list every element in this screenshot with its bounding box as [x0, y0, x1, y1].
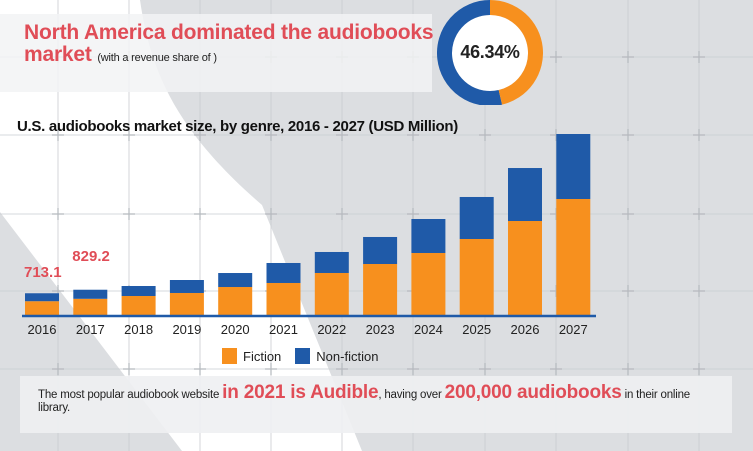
grid-cross-mark	[52, 208, 64, 220]
bar-fiction-2016	[25, 301, 59, 315]
bar-nonfiction-2024	[411, 218, 446, 253]
donut-segment-rest	[437, 0, 503, 105]
bar-nonfiction-2020	[218, 273, 253, 288]
x-tick-label: 2024	[414, 322, 443, 337]
grid-cross-mark	[622, 285, 634, 297]
bar-nonfiction-2016	[25, 293, 59, 302]
legend-item-fiction: Fiction	[222, 348, 281, 364]
footnote-text-2: , having over	[378, 389, 445, 401]
bar-nonfiction-2019	[169, 280, 204, 293]
footnote-highlight-audible: in 2021 is Audible	[222, 382, 379, 403]
bar-fiction-2023	[363, 263, 398, 315]
bar-fiction-2024	[411, 252, 446, 315]
grid-cross-mark	[123, 363, 135, 375]
x-tick-label: 2018	[124, 322, 153, 337]
grid-cross-mark	[52, 129, 64, 141]
headline-sub: (with a revenue share of )	[97, 52, 217, 64]
footnote-panel	[20, 376, 732, 433]
grid-cross-mark	[693, 129, 705, 141]
grid-cross-mark	[194, 129, 206, 141]
grid-cross-mark	[336, 208, 348, 220]
bar-fiction-2022	[314, 272, 349, 315]
bar-nonfiction-2018	[121, 286, 156, 297]
x-tick-label: 2021	[269, 322, 298, 337]
chart-title: U.S. audiobooks market size, by genre, 2…	[17, 118, 458, 135]
bar-fiction-2019	[169, 292, 204, 315]
grid-cross-mark	[407, 363, 419, 375]
bar-nonfiction-2017	[73, 289, 108, 299]
headline-line2: market	[24, 43, 92, 66]
chart-legend: Fiction Non-fiction	[222, 348, 392, 364]
grid-cross-mark	[265, 129, 277, 141]
grid-cross-mark	[550, 363, 562, 375]
bar-nonfiction-2025	[459, 196, 494, 239]
donut-segment-share	[489, 0, 543, 105]
x-tick-label: 2017	[76, 322, 105, 337]
grid-cross-mark	[622, 129, 634, 141]
grid-cross-mark	[622, 51, 634, 63]
grid-cross-mark	[407, 129, 419, 141]
revenue-share-donut	[437, 0, 543, 105]
annotation-2017: 829.2	[72, 248, 110, 265]
bar-nonfiction-2021	[266, 262, 301, 283]
grid-cross-mark	[194, 363, 206, 375]
x-tick-label: 2023	[366, 322, 395, 337]
footnote-text-1: The most popular audiobook website	[38, 389, 223, 401]
grid-cross-mark	[622, 363, 634, 375]
grid-cross-mark	[479, 129, 491, 141]
bar-fiction-2018	[121, 296, 156, 315]
footnote-text-3: in their online library.	[38, 389, 690, 414]
bar-fiction-2026	[508, 221, 542, 315]
bar-nonfiction-2027	[556, 134, 591, 199]
donut-inner	[452, 15, 528, 91]
x-tick-label: 2025	[462, 322, 491, 337]
grid-cross-mark	[52, 363, 64, 375]
legend-swatch-nonfiction	[295, 348, 311, 364]
bar-fiction-2021	[266, 282, 301, 315]
footnote-highlight-count: 200,000 audiobooks	[444, 382, 622, 403]
bar-fiction-2017	[73, 298, 108, 315]
annotation-2016: 713.1	[24, 264, 62, 281]
grid-cross-mark	[693, 285, 705, 297]
x-tick-label: 2016	[28, 322, 57, 337]
bar-nonfiction-2022	[314, 251, 349, 273]
white-swoosh-top	[0, 0, 362, 451]
bar-nonfiction-2023	[363, 236, 398, 264]
grid-cross-mark	[693, 363, 705, 375]
x-tick-label: 2026	[511, 322, 540, 337]
grid-cross-mark	[622, 208, 634, 220]
grid-cross-mark	[336, 129, 348, 141]
legend-label-fiction: Fiction	[243, 348, 282, 364]
footnote: The most popular audiobook website in 20…	[38, 383, 718, 415]
bar-fiction-2020	[218, 287, 253, 315]
legend-swatch-fiction	[222, 348, 237, 364]
headline-panel	[0, 14, 432, 92]
grid-cross-mark	[479, 363, 491, 375]
bar-fiction-2025	[459, 238, 494, 315]
grid-cross-mark	[265, 363, 277, 375]
grid-cross-mark	[123, 208, 135, 220]
x-tick-label: 2022	[317, 322, 346, 337]
grid-cross-mark	[265, 208, 277, 220]
bar-nonfiction-2026	[508, 168, 542, 222]
x-tick-label: 2027	[559, 322, 588, 337]
headline-line1: North America dominated the audiobooks	[24, 21, 434, 44]
revenue-share-value: 46.34%	[460, 42, 520, 62]
grid-cross-mark	[194, 208, 206, 220]
grid-cross-mark	[407, 208, 419, 220]
grid-cross-mark	[123, 129, 135, 141]
bar-fiction-2027	[556, 198, 591, 315]
legend-item-nonfiction: Non-fiction	[295, 348, 378, 364]
x-tick-label: 2020	[221, 322, 250, 337]
grid-cross-mark	[693, 208, 705, 220]
grid-cross-mark	[336, 363, 348, 375]
grid-cross-mark	[693, 51, 705, 63]
grid-cross-mark	[550, 51, 562, 63]
x-tick-label: 2019	[172, 322, 201, 337]
headline: North America dominated the audiobooks m…	[24, 21, 434, 69]
legend-label-nonfiction: Non-fiction	[316, 348, 379, 364]
